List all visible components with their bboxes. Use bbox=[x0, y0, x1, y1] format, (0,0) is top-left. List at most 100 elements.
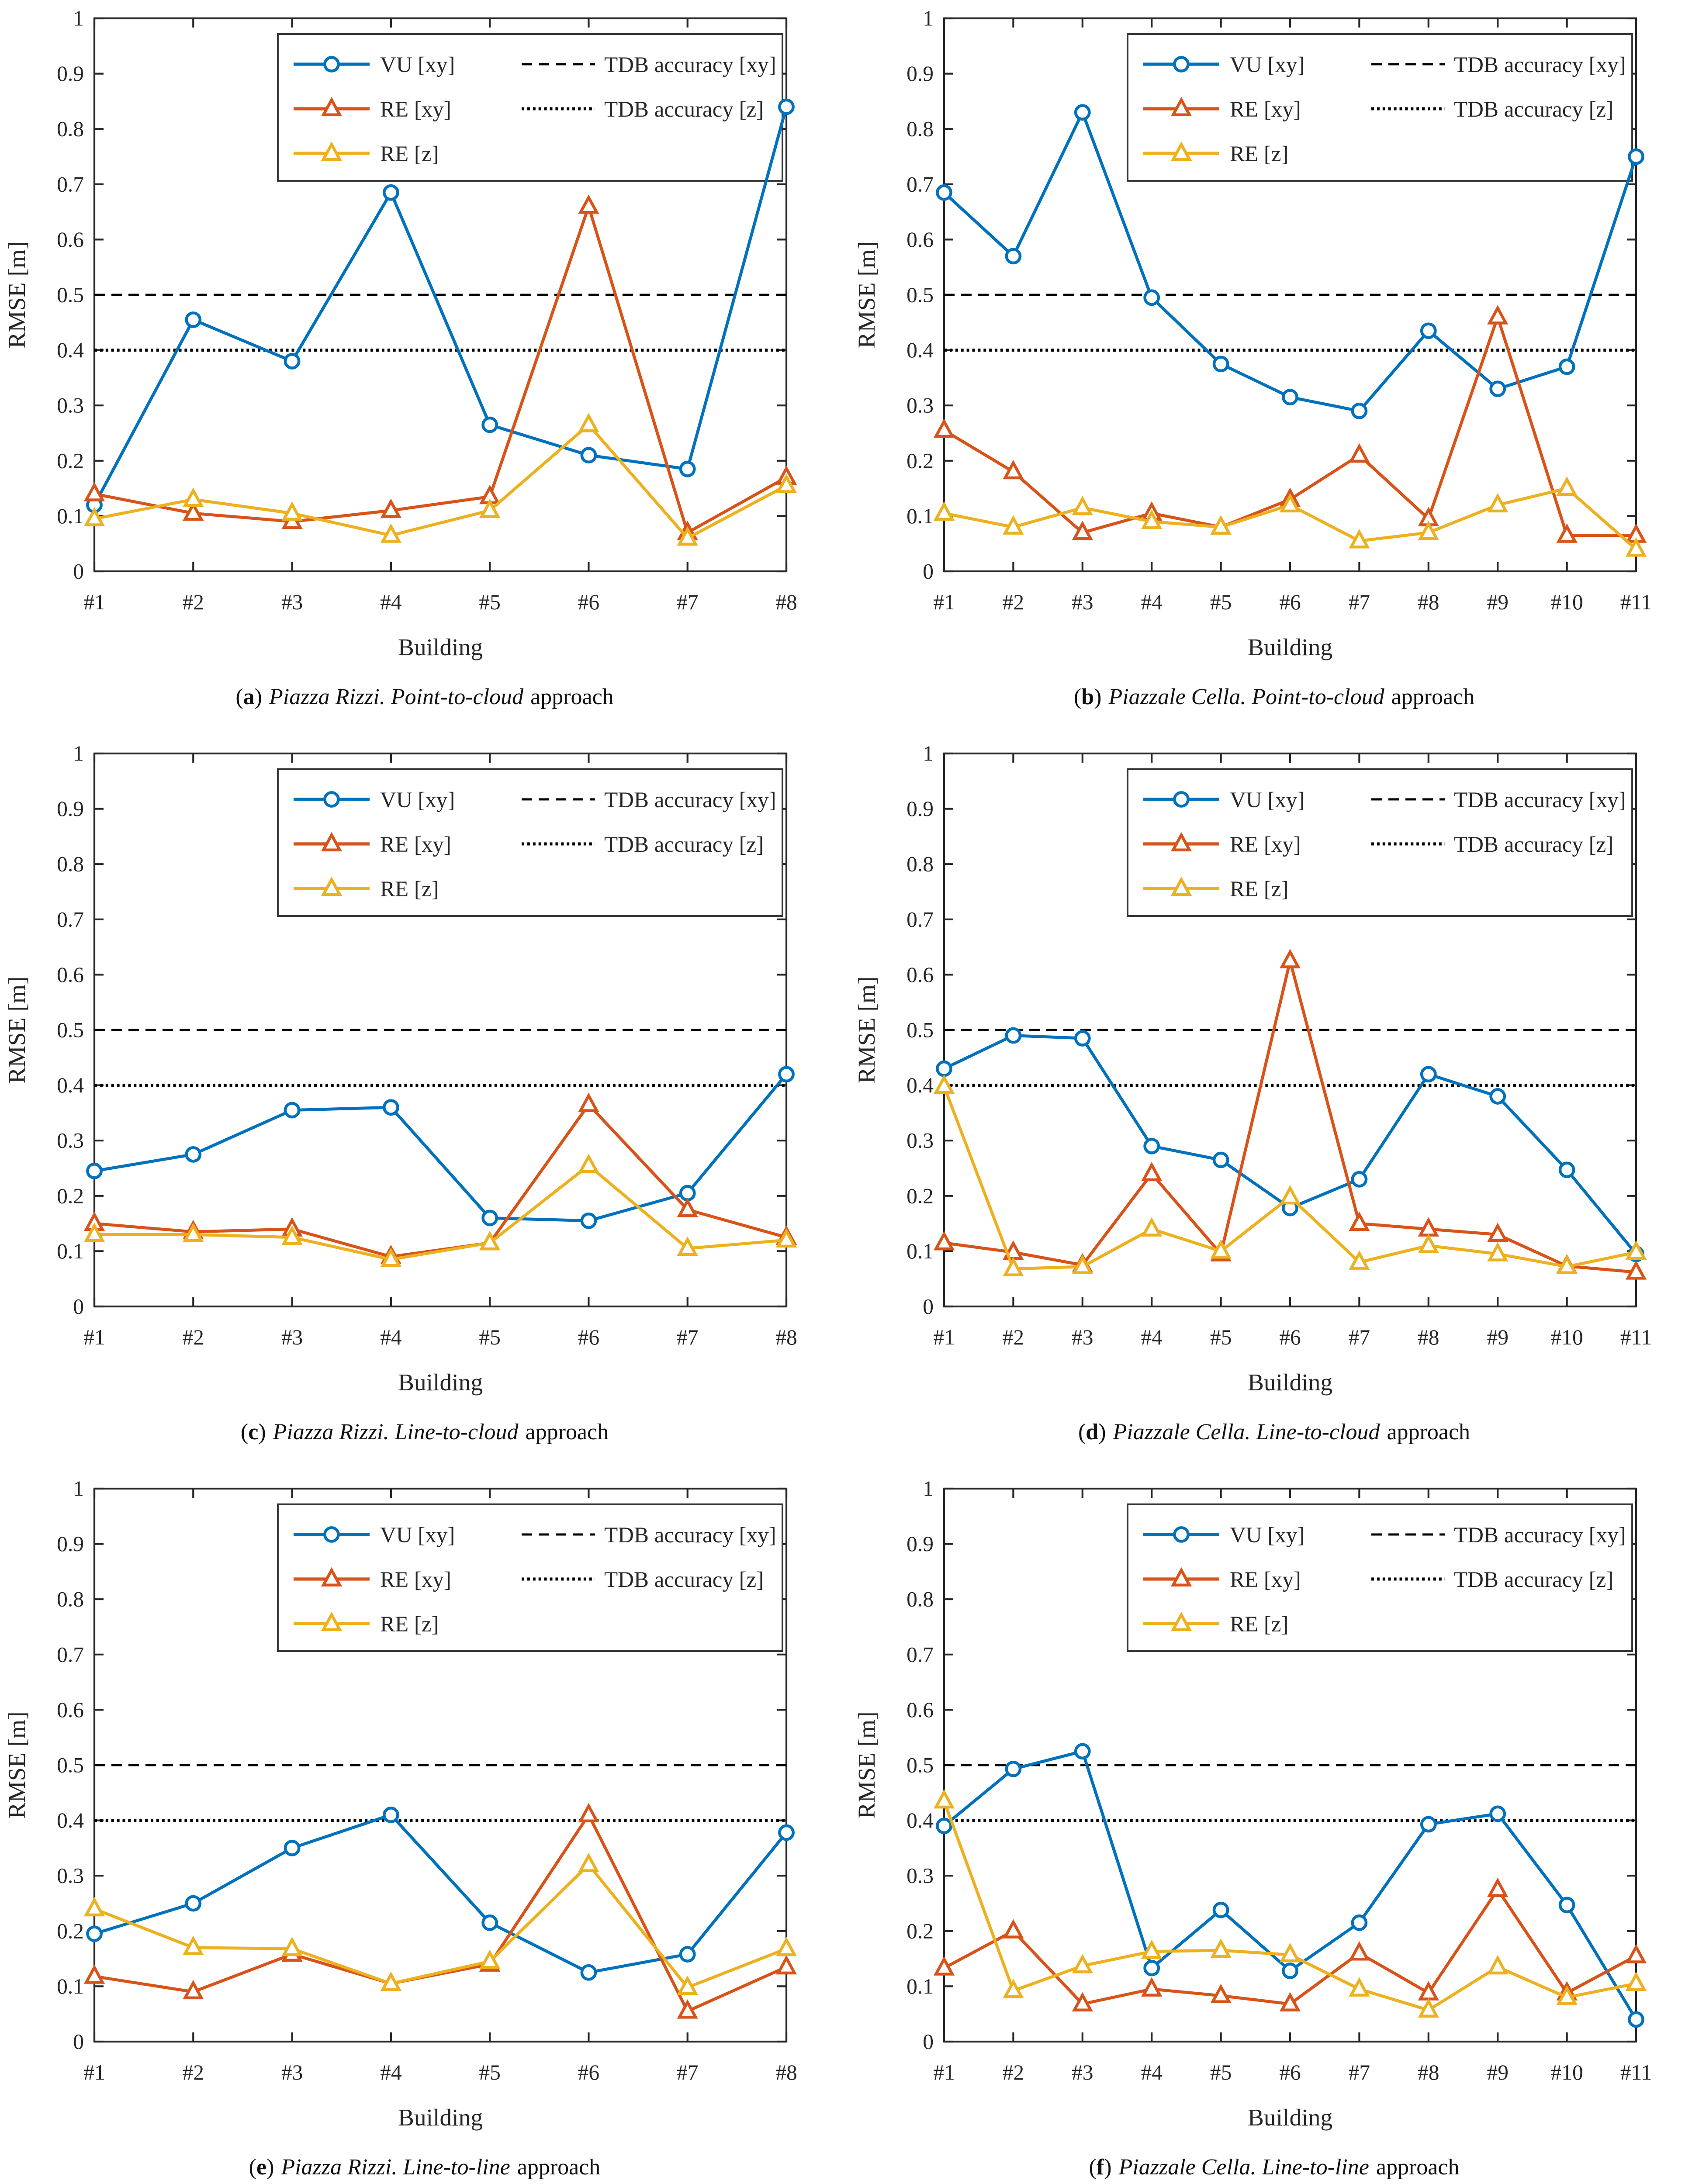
data-point-circle bbox=[1074, 1030, 1091, 1047]
x-tick-label: #2 bbox=[1002, 590, 1024, 614]
x-tick-label: #1 bbox=[933, 1325, 955, 1349]
data-point-triangle bbox=[578, 1852, 599, 1872]
x-tick-label: #7 bbox=[677, 2060, 699, 2084]
data-point-circle bbox=[778, 1066, 795, 1083]
legend-label-re-z: RE [z] bbox=[1230, 142, 1289, 166]
x-tick-label: #8 bbox=[1418, 2060, 1439, 2084]
legend: VU [xy] RE [xy] RE [z] TDB accuracy [xy] TDB… bbox=[277, 1503, 783, 1652]
x-tick-label: #3 bbox=[281, 1325, 303, 1349]
data-point-circle bbox=[382, 184, 399, 201]
data-point-triangle bbox=[933, 418, 955, 438]
caption-label: (f) bbox=[1089, 2155, 1112, 2180]
data-point-triangle bbox=[83, 1964, 105, 1984]
caption-suffix: approach bbox=[530, 684, 614, 709]
y-tick-label: 0.9 bbox=[57, 797, 84, 821]
data-point-triangle bbox=[1348, 1211, 1370, 1231]
legend-label-re-z: RE [z] bbox=[1230, 877, 1289, 902]
data-point-triangle bbox=[1141, 1977, 1162, 1997]
data-point-triangle bbox=[578, 1153, 599, 1173]
data-point-triangle bbox=[83, 507, 105, 526]
figure-caption-b: (b) Piazzale Cella. Point-to-cloud approac… bbox=[1074, 684, 1474, 710]
x-tick-label: #8 bbox=[775, 1325, 797, 1349]
y-tick-label: 0.5 bbox=[907, 1753, 934, 1777]
y-tick-label: 0.1 bbox=[907, 1239, 934, 1263]
caption-title: Piazza Rizzi. Line-to-cloud bbox=[273, 1420, 519, 1444]
series-vu-xy bbox=[935, 1743, 1644, 2028]
caption-suffix: approach bbox=[525, 1420, 609, 1444]
y-tick-label: 0.9 bbox=[57, 1532, 84, 1556]
legend-label-vu-xy: VU [xy] bbox=[1230, 53, 1305, 77]
data-point-triangle bbox=[1170, 141, 1192, 161]
x-tick-label: #6 bbox=[578, 2060, 600, 2084]
legend-label-tdb-z: TDB accuracy [z] bbox=[1454, 97, 1613, 122]
axes: 0 0.1 0.2 0.3 0.4 0.5 0.6 0.7 0.8 0.9 1 #1 #2 #3 #4 #5 #… bbox=[854, 742, 1652, 1396]
x-tick-label: #11 bbox=[1620, 2060, 1651, 2084]
legend: VU [xy] RE [xy] RE [z] TDB accuracy [xy] TDB… bbox=[277, 768, 783, 917]
data-point-triangle bbox=[775, 1937, 797, 1956]
data-point-circle bbox=[1350, 402, 1367, 419]
data-point-triangle bbox=[578, 1092, 599, 1113]
x-tick-label: #1 bbox=[83, 1325, 105, 1349]
x-tick-label: #5 bbox=[479, 590, 501, 614]
data-point-circle bbox=[580, 447, 597, 464]
series-line-vu-xy bbox=[94, 1073, 788, 1223]
figure-panel-c: 0 0.1 0.2 0.3 0.4 0.5 0.6 0.7 0.8 0.9 1 #1 #2 #3 #4 #5 #… bbox=[0, 735, 849, 1470]
series-line-re-z bbox=[94, 1164, 787, 1261]
legend-label-tdb-z: TDB accuracy [z] bbox=[604, 1568, 764, 1592]
y-tick-label: 0.7 bbox=[57, 172, 84, 196]
data-point-triangle bbox=[1210, 1984, 1232, 2004]
data-point-triangle bbox=[1625, 1240, 1647, 1260]
threshold-lines bbox=[944, 294, 1636, 352]
legend-label-tdb-z: TDB accuracy [z] bbox=[1454, 1568, 1613, 1592]
legend-label-vu-xy: VU [xy] bbox=[380, 1523, 455, 1548]
y-tick-label: 0 bbox=[923, 1295, 934, 1319]
data-point-circle bbox=[185, 1146, 202, 1163]
x-tick-label: #6 bbox=[578, 1325, 600, 1349]
caption-label: (e) bbox=[249, 2155, 274, 2180]
threshold-lines bbox=[94, 1764, 786, 1822]
data-point-triangle bbox=[83, 1223, 105, 1242]
x-axis-label: Building bbox=[398, 634, 483, 661]
series-re-z bbox=[933, 476, 1647, 557]
data-point-triangle bbox=[380, 1971, 402, 1991]
data-point-triangle bbox=[1072, 521, 1093, 540]
x-tick-label: #8 bbox=[775, 2060, 797, 2084]
legend-label-vu-xy: VU [xy] bbox=[380, 788, 455, 812]
data-point-triangle bbox=[1625, 1971, 1647, 1991]
data-point-triangle bbox=[321, 1567, 343, 1587]
x-tick-label: #3 bbox=[1072, 1325, 1093, 1349]
y-tick-label: 0.4 bbox=[57, 338, 84, 362]
x-tick-label: #11 bbox=[1620, 1325, 1651, 1349]
data-point-circle bbox=[1212, 356, 1229, 373]
chart-a: 0 0.1 0.2 0.3 0.4 0.5 0.6 0.7 0.8 0.9 1 #1 #2 #3 #4 #5 #… bbox=[4, 7, 797, 661]
data-point-triangle bbox=[1556, 1254, 1578, 1274]
data-point-triangle bbox=[1348, 1977, 1370, 1997]
x-tick-label: #9 bbox=[1487, 1325, 1509, 1349]
data-point-triangle bbox=[380, 523, 402, 543]
data-point-circle bbox=[778, 98, 795, 115]
caption-label: (b) bbox=[1073, 684, 1102, 709]
x-tick-label: #2 bbox=[183, 1325, 204, 1349]
data-point-triangle bbox=[83, 482, 105, 501]
y-tick-label: 0.3 bbox=[57, 394, 84, 418]
legend-label-tdb-xy: TDB accuracy [xy] bbox=[604, 1523, 776, 1548]
data-point-circle bbox=[1143, 1137, 1160, 1154]
x-tick-label: #7 bbox=[1348, 1325, 1370, 1349]
y-tick-label: 0.8 bbox=[57, 117, 84, 141]
x-axis-label: Building bbox=[1247, 634, 1332, 661]
data-point-triangle bbox=[1279, 1942, 1301, 1963]
data-point-triangle bbox=[677, 1236, 698, 1256]
series-line-re-xy bbox=[94, 204, 787, 534]
y-tick-label: 1 bbox=[73, 742, 84, 766]
data-point-triangle bbox=[1002, 460, 1024, 480]
x-tick-label: #10 bbox=[1550, 1325, 1583, 1349]
legend-label-tdb-z: TDB accuracy [z] bbox=[1454, 833, 1613, 857]
chart-d: 0 0.1 0.2 0.3 0.4 0.5 0.6 0.7 0.8 0.9 1 #1 #2 #3 #4 #5 #… bbox=[854, 742, 1652, 1396]
y-tick-label: 0.2 bbox=[907, 1184, 934, 1208]
data-point-circle bbox=[1350, 1914, 1367, 1931]
data-point-triangle bbox=[578, 1803, 599, 1823]
data-point-triangle bbox=[321, 1611, 343, 1631]
x-tick-label: #4 bbox=[380, 590, 402, 614]
data-point-triangle bbox=[479, 1231, 501, 1251]
